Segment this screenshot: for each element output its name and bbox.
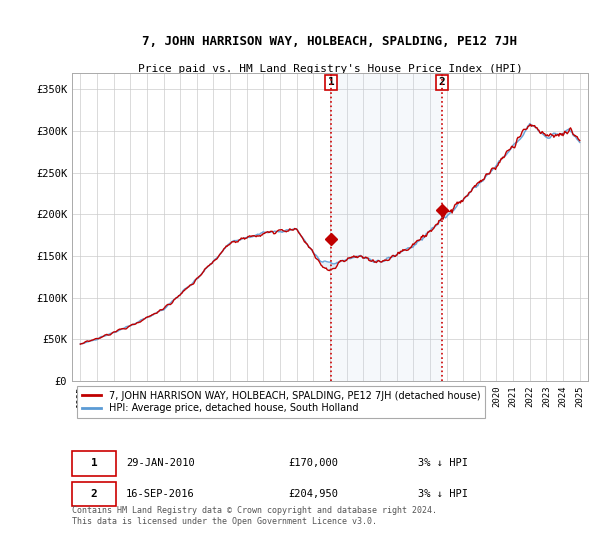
Text: 2: 2 — [91, 489, 98, 499]
Text: 29-JAN-2010: 29-JAN-2010 — [126, 458, 195, 468]
FancyBboxPatch shape — [72, 451, 116, 475]
Text: £170,000: £170,000 — [289, 458, 339, 468]
Text: 1: 1 — [91, 458, 98, 468]
Text: 7, JOHN HARRISON WAY, HOLBEACH, SPALDING, PE12 7JH: 7, JOHN HARRISON WAY, HOLBEACH, SPALDING… — [143, 35, 517, 48]
Text: 1: 1 — [328, 77, 335, 87]
Bar — [331, 73, 442, 381]
Text: 2: 2 — [439, 77, 445, 87]
FancyBboxPatch shape — [72, 482, 116, 506]
Text: Contains HM Land Registry data © Crown copyright and database right 2024.
This d: Contains HM Land Registry data © Crown c… — [72, 506, 437, 526]
Text: £204,950: £204,950 — [289, 489, 339, 499]
Text: Price paid vs. HM Land Registry's House Price Index (HPI): Price paid vs. HM Land Registry's House … — [137, 64, 523, 74]
Text: 16-SEP-2016: 16-SEP-2016 — [126, 489, 195, 499]
Legend: 7, JOHN HARRISON WAY, HOLBEACH, SPALDING, PE12 7JH (detached house), HPI: Averag: 7, JOHN HARRISON WAY, HOLBEACH, SPALDING… — [77, 386, 485, 418]
Text: 3% ↓ HPI: 3% ↓ HPI — [418, 489, 468, 499]
Text: 3% ↓ HPI: 3% ↓ HPI — [418, 458, 468, 468]
